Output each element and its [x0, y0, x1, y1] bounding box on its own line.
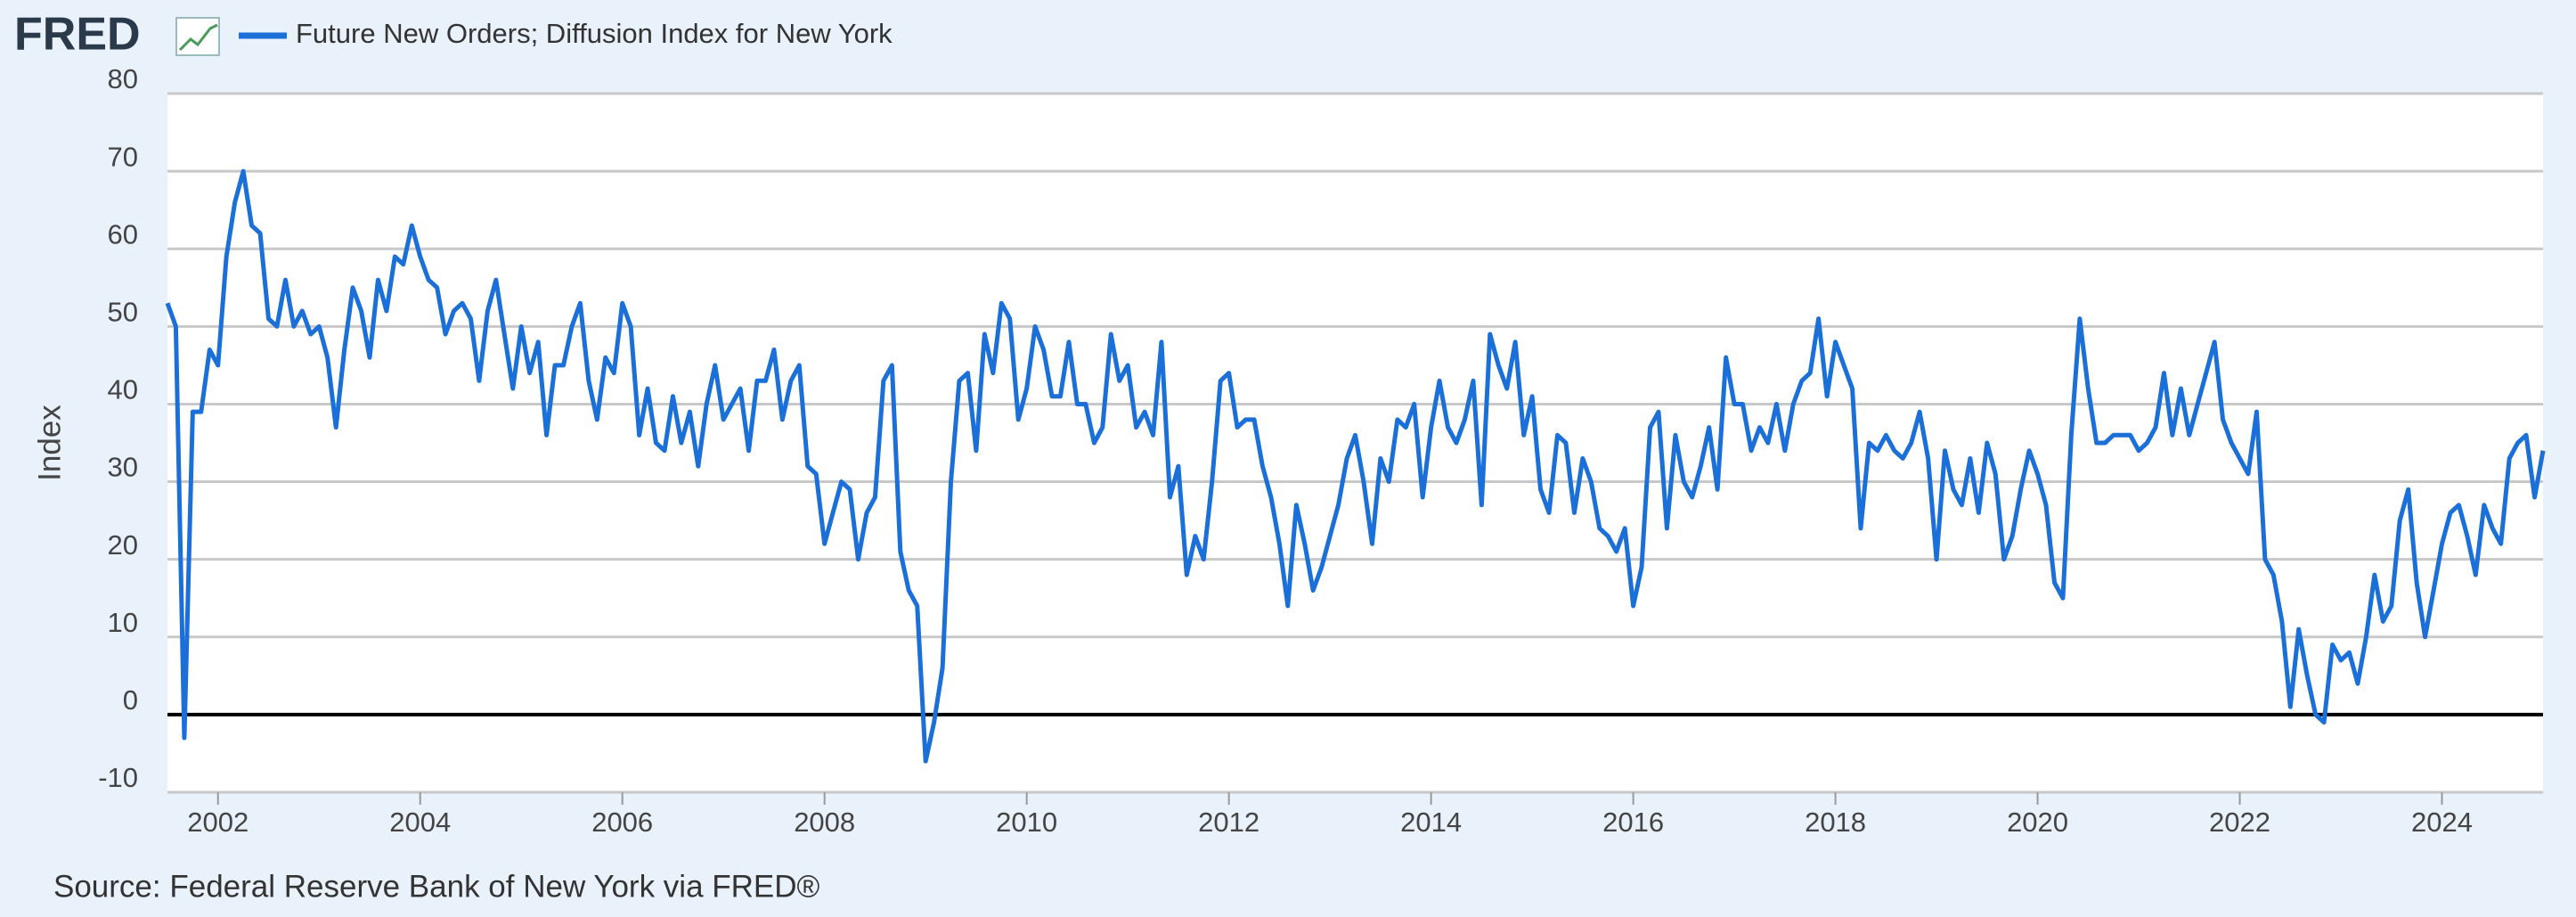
y-tick-label: 60: [108, 218, 138, 250]
x-tick-label: 2008: [794, 806, 855, 838]
x-tick-label: 2020: [2007, 806, 2068, 838]
x-tick-label: 2014: [1400, 806, 1462, 838]
x-tick-label: 2002: [187, 806, 249, 838]
x-tick-label: 2004: [389, 806, 451, 838]
x-tick-label: 2018: [1805, 806, 1866, 838]
y-tick-label: 80: [108, 63, 138, 94]
y-axis-label: Index: [32, 405, 67, 481]
x-tick-label: 2024: [2411, 806, 2473, 838]
y-tick-label: 40: [108, 374, 138, 405]
x-tick-label: 2010: [996, 806, 1057, 838]
y-tick-label: 70: [108, 141, 138, 172]
legend-label: Future New Orders; Diffusion Index for N…: [296, 18, 893, 49]
x-tick-label: 2006: [591, 806, 653, 838]
x-tick-label: 2016: [1602, 806, 1664, 838]
logo-icon: [175, 17, 220, 56]
source: Source: Federal Reserve Bank of New York…: [53, 869, 820, 904]
y-tick-label: 10: [108, 607, 138, 638]
y-tick-label: -10: [98, 762, 138, 793]
x-tick-label: 2012: [1198, 806, 1259, 838]
logo[interactable]: FRED: [14, 9, 141, 61]
y-tick-label: 20: [108, 529, 138, 561]
y-tick-label: 50: [108, 297, 138, 328]
y-tick-label: 0: [123, 684, 138, 716]
x-tick-label: 2022: [2209, 806, 2270, 838]
series-line: [165, 168, 2546, 764]
y-tick-label: 30: [108, 452, 138, 483]
